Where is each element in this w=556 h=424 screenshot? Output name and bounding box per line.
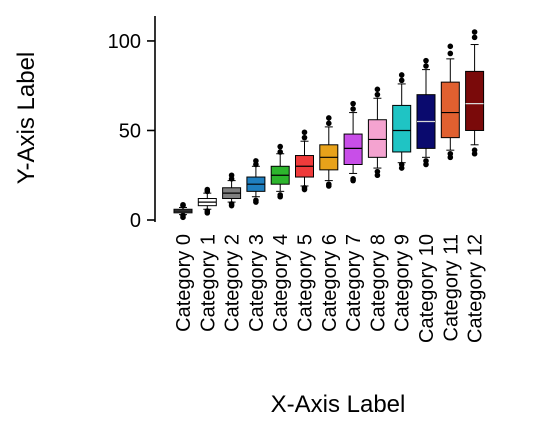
x-tick-label: Category 11 [440, 234, 462, 341]
y-tick-label: 100 [108, 31, 141, 53]
box-11 [440, 81, 460, 139]
x-tick-label: Category 4 [270, 234, 292, 332]
outlier-point [180, 201, 186, 208]
outlier-point [253, 158, 259, 164]
outlier-point [447, 50, 454, 57]
outlier-point [350, 106, 356, 112]
outlier-point [204, 208, 211, 214]
box-9 [392, 104, 412, 153]
outlier-point [374, 86, 381, 93]
x-tick-label: Category 5 [295, 234, 317, 332]
outlier-point [398, 77, 405, 84]
outlier-point [423, 57, 429, 64]
outlier-point [471, 147, 478, 153]
outlier-point [423, 158, 429, 164]
box-12 [465, 70, 485, 131]
y-tick-label: 0 [130, 210, 141, 232]
box-7 [343, 133, 363, 165]
outlier-point [326, 181, 332, 187]
outlier-point [301, 184, 308, 191]
outlier-point [398, 161, 405, 168]
outlier-point [350, 176, 356, 182]
outlier-point [350, 100, 356, 107]
y-tick-label: 50 [119, 120, 141, 142]
outlier-point [277, 149, 284, 155]
outlier-point [253, 197, 259, 204]
outlier-point [423, 63, 429, 69]
x-tick-label: Category 3 [246, 234, 268, 332]
outlier-point [374, 168, 381, 175]
x-tick-label: Category 8 [367, 234, 389, 332]
x-axis-title: X-Axis Label [271, 391, 406, 418]
outlier-point [447, 43, 454, 50]
outlier-point [301, 134, 308, 141]
outlier-point [471, 29, 478, 35]
x-tick-label: Category 12 [465, 234, 487, 343]
outlier-point [326, 115, 332, 121]
x-tick-label: Category 2 [222, 234, 244, 332]
outlier-point [471, 34, 478, 41]
y-axis-title: Y-Axis Label [13, 52, 40, 185]
box-8 [367, 119, 387, 158]
x-tick-label: Category 0 [173, 234, 195, 332]
x-tick-label: Category 6 [319, 234, 341, 332]
x-tick-label: Category 7 [343, 234, 365, 332]
outlier-point [204, 186, 211, 193]
outlier-point [447, 150, 454, 157]
outlier-point [277, 192, 284, 198]
x-tick-label: Category 1 [197, 234, 219, 332]
outlier-point [277, 143, 284, 150]
outlier-point [180, 212, 186, 219]
x-tick-label: Category 10 [416, 234, 438, 343]
outlier-point [374, 91, 381, 98]
outlier-point [228, 172, 235, 179]
x-tick-label: Category 9 [392, 234, 414, 332]
outlier-point [398, 72, 405, 78]
outlier-point [228, 201, 235, 207]
outlier-point [301, 129, 308, 136]
outlier-point [326, 120, 332, 127]
